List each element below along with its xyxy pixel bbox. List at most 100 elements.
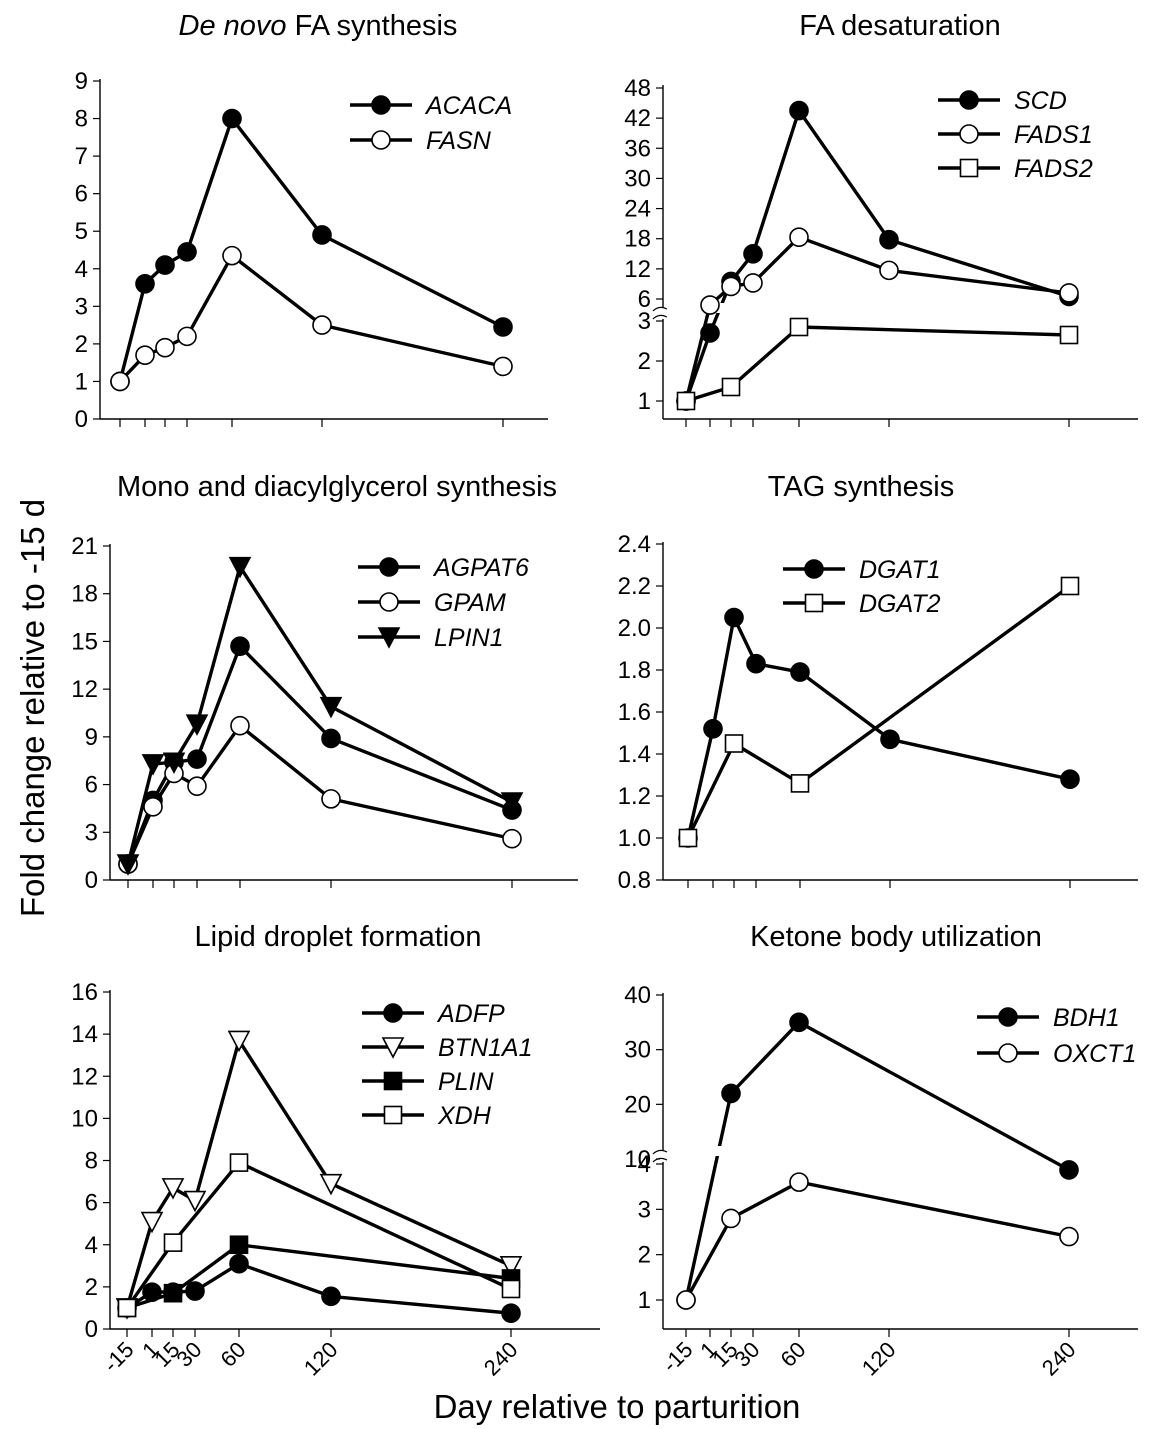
chart-title-rest: FA synthesis xyxy=(295,10,458,42)
data-point xyxy=(321,789,341,809)
chart-title-italic: De novo xyxy=(179,10,295,42)
y-tick-label: 3 xyxy=(638,1196,651,1223)
chart-panel: De novo FA synthesis 0 1 2 3 4 5 6 7 8 9 ACACA FASN xyxy=(75,10,548,433)
data-point xyxy=(721,377,741,397)
legend-label: PLIN xyxy=(438,1068,495,1096)
y-tick-label: 8 xyxy=(75,106,88,133)
x-tick-label: 60 xyxy=(776,1337,811,1372)
data-point xyxy=(703,718,723,739)
data-point xyxy=(222,245,242,266)
data-point xyxy=(789,1172,809,1192)
y-tick-label: 2 xyxy=(638,1242,651,1269)
x-tick-label: -15 xyxy=(98,1337,138,1377)
y-tick-label: 4 xyxy=(75,256,88,283)
data-point xyxy=(500,792,524,814)
legend-marker xyxy=(998,1007,1018,1027)
data-point xyxy=(721,276,741,297)
legend-label: AGPAT6 xyxy=(432,554,529,582)
data-point xyxy=(187,749,207,769)
legend-marker xyxy=(804,559,824,579)
axis-break-mark xyxy=(652,1157,668,1163)
y-tick-label: 21 xyxy=(71,533,98,560)
y-tick-label: 14 xyxy=(71,1021,98,1048)
data-point xyxy=(743,273,763,293)
legend-label: BDH1 xyxy=(1053,1004,1120,1032)
legend-marker xyxy=(383,1105,403,1125)
data-point xyxy=(880,729,900,750)
series-line xyxy=(686,584,1072,839)
y-tick-label: 10 xyxy=(71,1105,98,1132)
data-point xyxy=(501,1303,521,1324)
legend-label: DGAT1 xyxy=(859,556,941,584)
series-line xyxy=(126,724,513,865)
y-tick-label: 3 xyxy=(85,819,98,846)
legend-marker xyxy=(959,90,979,110)
y-axis-label: Fold change relative to -15 d xyxy=(14,499,51,917)
legend-label: GPAM xyxy=(434,589,506,617)
legend-marker xyxy=(998,1043,1018,1063)
y-tick-label: 6 xyxy=(75,181,88,208)
data-point xyxy=(1059,1160,1079,1180)
y-tick-label: 12 xyxy=(624,256,651,283)
legend-label: LPIN1 xyxy=(434,624,503,652)
x-tick-label: 60 xyxy=(216,1337,251,1372)
chart-panel: TAG synthesis 0.8 1.0 1.2 1.4 1.6 1.8 2.0 2.2 2.4… xyxy=(618,471,1138,894)
data-point xyxy=(743,243,763,264)
data-point xyxy=(789,1012,809,1033)
data-point xyxy=(321,728,341,749)
y-tick-label: 2 xyxy=(75,331,88,358)
legend-label: FADS1 xyxy=(1014,121,1093,149)
chart-panel: Mono and diacylglycerol synthesis 0 3 6 9 12 1… xyxy=(71,471,578,894)
data-point xyxy=(721,1083,741,1104)
data-point xyxy=(1059,283,1079,303)
data-point xyxy=(177,242,197,262)
data-point xyxy=(1060,769,1080,790)
data-point xyxy=(155,337,175,358)
y-tick-label: 1.6 xyxy=(618,699,651,726)
data-point xyxy=(1059,1226,1079,1247)
y-tick-label: 2 xyxy=(638,348,651,375)
legend-marker xyxy=(383,1003,403,1023)
chart-title: Lipid droplet formation xyxy=(195,921,482,953)
y-tick-label: 48 xyxy=(624,75,651,102)
y-tick-label: 3 xyxy=(75,293,88,320)
data-point xyxy=(140,1211,164,1234)
line-break-gap xyxy=(690,1146,735,1156)
data-point xyxy=(110,371,130,392)
x-tick-label: 30 xyxy=(172,1337,207,1372)
y-tick-label: 30 xyxy=(624,165,651,192)
legend-label: FASN xyxy=(426,127,492,155)
data-point xyxy=(501,1279,521,1299)
data-point xyxy=(493,356,513,377)
y-tick-label: 4 xyxy=(85,1232,98,1259)
y-tick-label: 2.0 xyxy=(618,615,651,642)
y-tick-label: 2 xyxy=(85,1274,98,1301)
data-point xyxy=(724,734,744,753)
legend-marker xyxy=(371,95,391,115)
y-tick-label: 0 xyxy=(75,406,88,433)
data-point xyxy=(1059,325,1079,345)
y-tick-label: 3 xyxy=(638,308,651,335)
series-line xyxy=(125,1160,512,1309)
y-tick-label: 0 xyxy=(85,1316,98,1343)
chart-title: Mono and diacylglycerol synthesis xyxy=(117,471,557,503)
series-line xyxy=(118,253,504,383)
y-tick-label: 6 xyxy=(85,1190,98,1217)
data-point xyxy=(789,227,809,248)
x-tick-label: -15 xyxy=(657,1337,697,1377)
legend-marker xyxy=(379,592,399,612)
series-line xyxy=(684,1020,1070,1301)
y-tick-label: 36 xyxy=(624,135,651,162)
data-point xyxy=(499,1256,523,1278)
data-point xyxy=(227,1030,251,1053)
data-point xyxy=(185,714,209,736)
data-point xyxy=(790,662,810,682)
data-point xyxy=(676,1290,696,1310)
data-point xyxy=(230,636,250,657)
y-tick-label: 2.4 xyxy=(618,531,651,558)
axis-break-mark xyxy=(652,306,668,312)
axis-break-mark xyxy=(652,1149,668,1155)
y-tick-label: 4 xyxy=(638,1151,651,1178)
